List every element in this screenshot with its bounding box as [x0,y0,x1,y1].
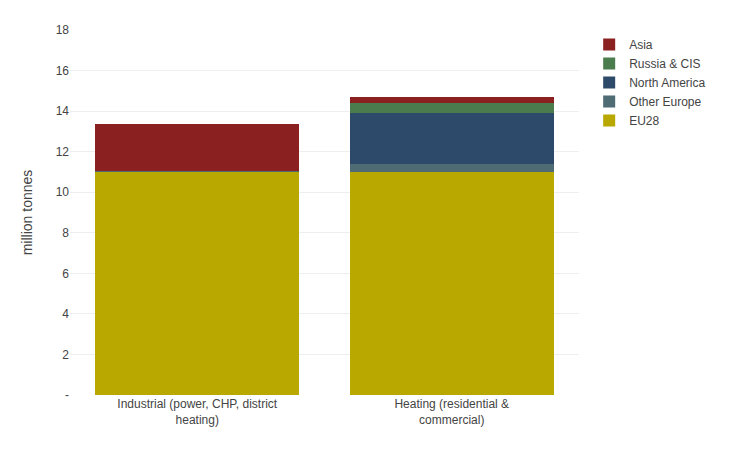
svg-text:4: 4 [62,307,69,321]
svg-text:Other Europe: Other Europe [629,95,701,109]
svg-text:Heating (residential &commerci: Heating (residential &commercial) [394,397,509,427]
svg-text:Industrial (power, CHP, distri: Industrial (power, CHP, districtheating) [117,397,278,427]
svg-text:EU28: EU28 [629,114,659,128]
svg-text:14: 14 [56,104,70,118]
svg-text:10: 10 [56,185,70,199]
svg-text:18: 18 [56,23,70,37]
svg-text:million tonnes: million tonnes [19,170,35,256]
svg-text:Russia & CIS: Russia & CIS [629,57,700,71]
svg-text:North America: North America [629,76,705,90]
svg-text:Asia: Asia [629,38,653,52]
svg-text:16: 16 [56,64,70,78]
svg-text:12: 12 [56,145,70,159]
svg-text:2: 2 [62,348,69,362]
svg-text:-: - [65,388,69,402]
svg-text:8: 8 [62,226,69,240]
svg-text:6: 6 [62,267,69,281]
